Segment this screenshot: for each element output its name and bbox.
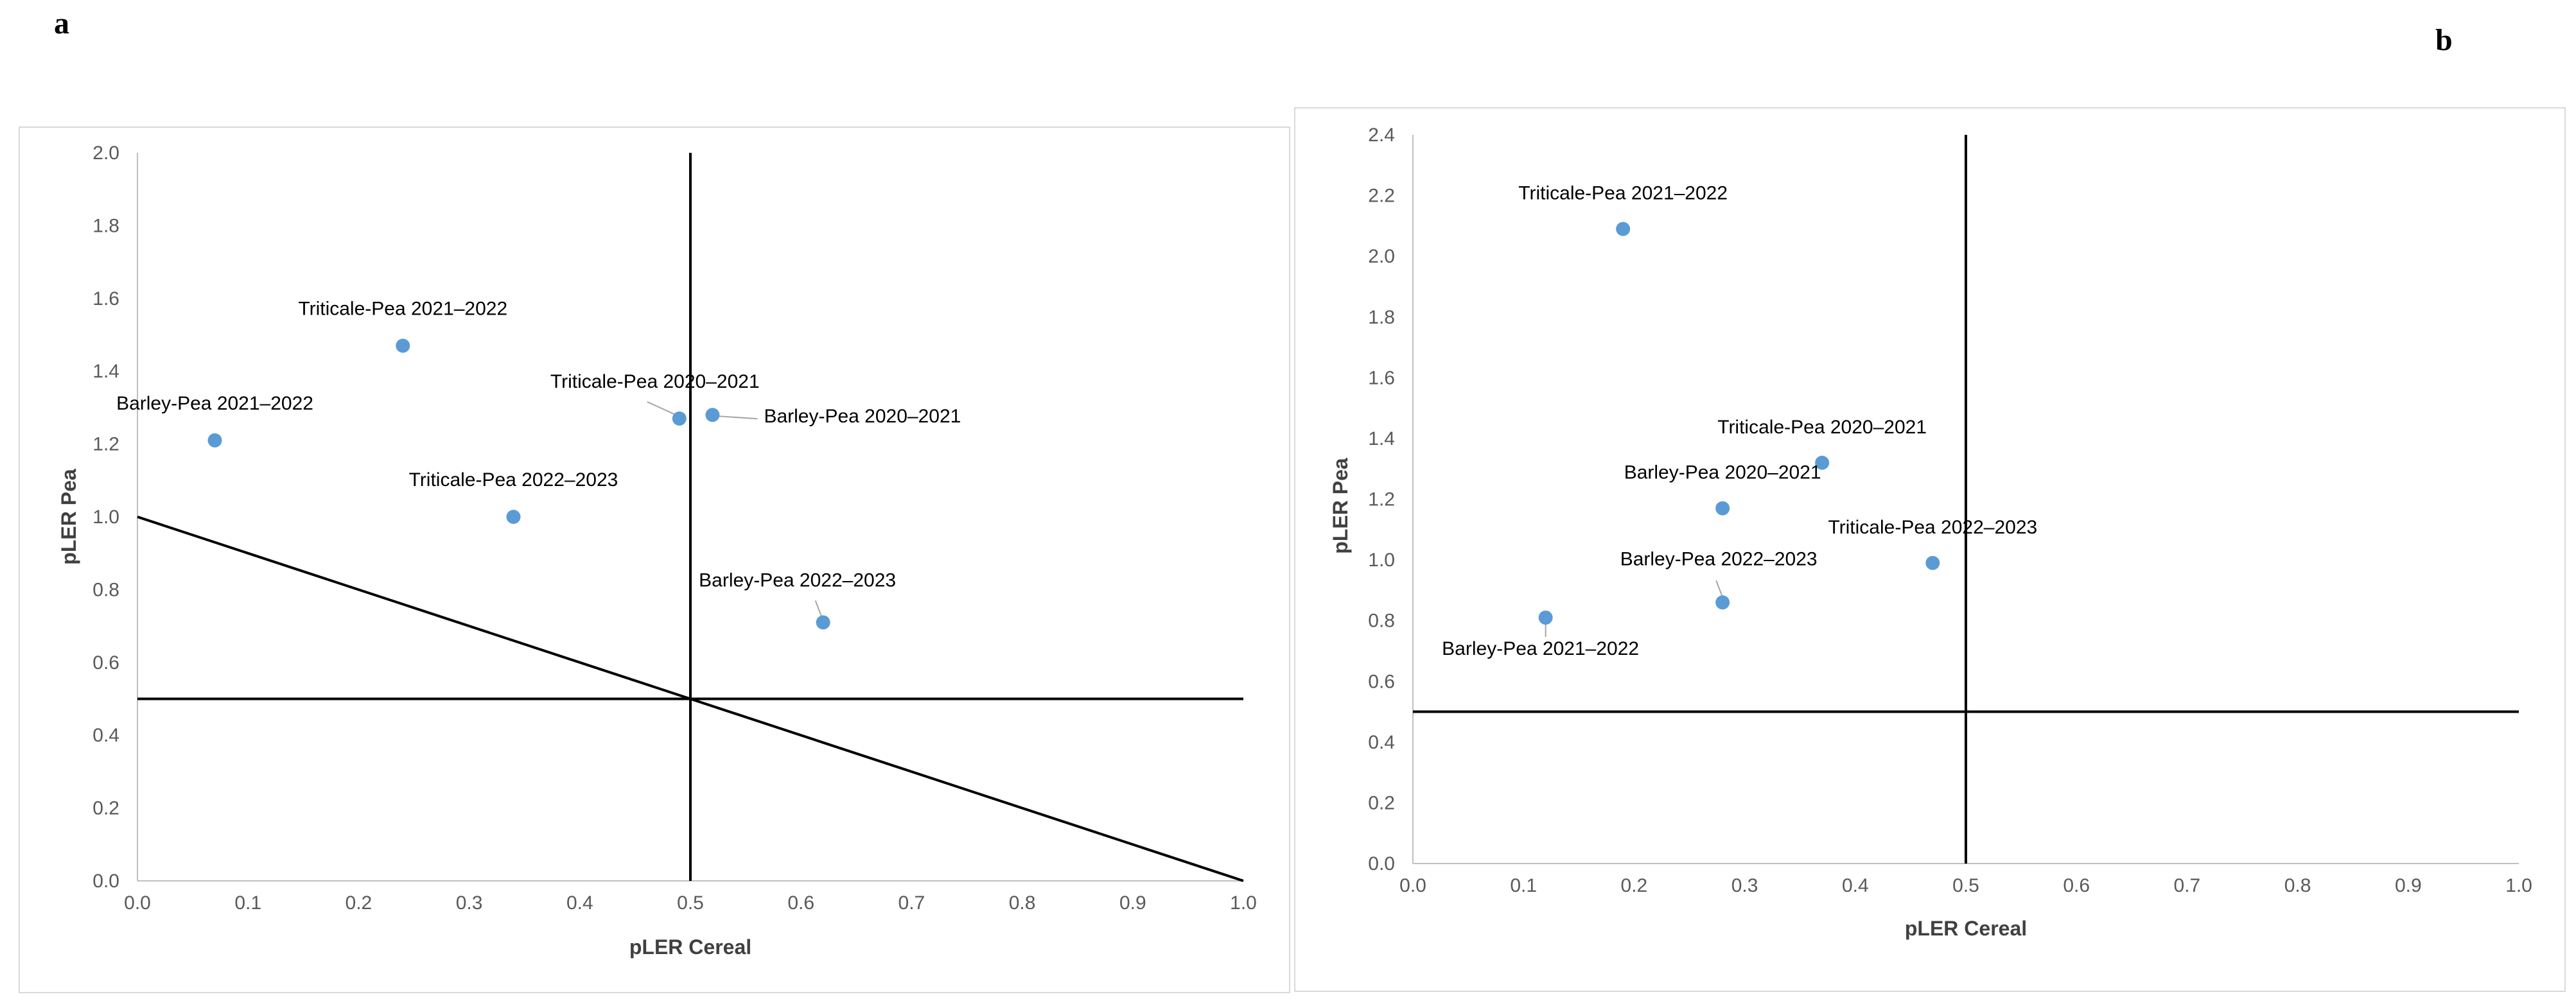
chart-b-data-label: Triticale-Pea 2020–2021 xyxy=(1717,417,1927,438)
chart-a-y-tick-label: 0.2 xyxy=(92,798,119,819)
chart-b-frame xyxy=(1294,107,2566,992)
chart-a-x-tick-label: 0.8 xyxy=(1009,892,1036,914)
chart-a-y-tick-label: 0.4 xyxy=(92,725,119,746)
chart-a-data-point xyxy=(816,615,830,630)
chart-a-y-tick-label: 1.6 xyxy=(92,288,119,309)
chart-b-data-label: Barley-Pea 2021–2022 xyxy=(1442,638,1639,659)
chart-a-frame xyxy=(19,126,1290,993)
chart-a-data-point xyxy=(672,411,687,426)
chart-b-y-tick-label: 0.6 xyxy=(1368,671,1395,692)
chart-a-y-tick-label: 0.8 xyxy=(92,579,119,600)
chart-a-x-tick-label: 0.3 xyxy=(456,892,483,914)
chart-b-data-point xyxy=(1925,555,1940,570)
chart-b-data-label: Barley-Pea 2022–2023 xyxy=(1620,548,1818,569)
chart-b-data-point xyxy=(1815,455,1830,470)
chart-a-data-label: Barley-Pea 2022–2023 xyxy=(699,569,896,591)
chart-b-x-tick-label: 0.6 xyxy=(2063,875,2090,896)
chart-b-x-tick-label: 0.4 xyxy=(1842,875,1869,896)
chart-a-leader-line xyxy=(719,415,758,420)
chart-b-y-tick-label: 2.0 xyxy=(1368,246,1395,267)
chart-b-data-label: Barley-Pea 2020–2021 xyxy=(1624,462,1821,483)
chart-b-y-tick-label: 1.8 xyxy=(1368,307,1395,328)
chart-a-x-tick-label: 1.0 xyxy=(1230,892,1257,914)
chart-b-data-point xyxy=(1715,595,1730,610)
chart-b-x-tick-label: 0.1 xyxy=(1510,875,1537,896)
chart-a-x-tick-label: 0.0 xyxy=(124,892,151,914)
chart-a-x-tick-label: 0.9 xyxy=(1119,892,1146,914)
chart-a-y-axis-title: pLER Pea xyxy=(57,469,80,565)
chart-b-y-tick-label: 1.2 xyxy=(1368,489,1395,510)
chart-b-data-point xyxy=(1715,501,1730,516)
chart-b-data-label: Triticale-Pea 2022–2023 xyxy=(1828,517,2037,538)
chart-b-x-tick-label: 0.7 xyxy=(2174,875,2201,896)
chart-b-data-label: Triticale-Pea 2021–2022 xyxy=(1518,183,1728,204)
chart-a-data-point xyxy=(705,408,720,422)
chart-b-y-tick-label: 2.4 xyxy=(1368,125,1395,146)
chart-a-data-label: Barley-Pea 2021–2022 xyxy=(116,393,313,414)
chart-b-y-tick-label: 0.4 xyxy=(1368,732,1395,753)
chart-a-x-tick-label: 0.6 xyxy=(787,892,814,914)
chart-a-data-point xyxy=(506,510,521,524)
chart-b-y-axis-title: pLER Pea xyxy=(1329,458,1352,554)
chart-a-x-tick-label: 0.1 xyxy=(234,892,261,914)
chart-b-x-axis-title: pLER Cereal xyxy=(1905,917,2027,940)
chart-a-data-label: Triticale-Pea 2020–2021 xyxy=(550,371,760,392)
chart-b-x-tick-label: 0.8 xyxy=(2284,875,2311,896)
chart-a-y-tick-label: 1.2 xyxy=(92,434,119,455)
chart-b-y-tick-label: 0.8 xyxy=(1368,611,1395,632)
chart-a-x-tick-label: 0.4 xyxy=(566,892,593,914)
chart-b-y-tick-label: 0.2 xyxy=(1368,792,1395,813)
chart-b-x-tick-label: 1.0 xyxy=(2505,875,2532,896)
chart-a-leader-line xyxy=(814,600,823,618)
chart-a-y-tick-label: 2.0 xyxy=(92,143,119,164)
chart-a-data-label: Barley-Pea 2020–2021 xyxy=(764,406,961,427)
chart-a-x-tick-label: 0.5 xyxy=(677,892,704,914)
chart-a-data-point xyxy=(396,338,410,353)
chart-a-y-tick-label: 0.6 xyxy=(92,652,119,673)
chart-b-x-tick-label: 0.5 xyxy=(1952,875,1979,896)
chart-a-x-axis-title: pLER Cereal xyxy=(629,935,751,959)
chart-b-data-point xyxy=(1616,222,1631,236)
chart-b-y-tick-label: 1.0 xyxy=(1368,550,1395,571)
chart-b-scatter: 0.0 0.1 0.2 0.3 0.4 0.5 0.6 0.7 0.8 0.9 1.0 0.0 0.2 0… xyxy=(1294,107,2566,992)
chart-a-data-label: Triticale-Pea 2022–2023 xyxy=(409,469,618,491)
chart-a-reference-line-diagonal xyxy=(137,516,1244,882)
chart-b-x-tick-label: 0.3 xyxy=(1731,875,1758,896)
chart-a-leader-line xyxy=(647,401,676,415)
chart-b-y-tick-label: 0.0 xyxy=(1368,853,1395,874)
panel-label-b: b xyxy=(2435,23,2453,57)
chart-a-y-tick-label: 1.8 xyxy=(92,215,119,236)
chart-a-data-point xyxy=(207,433,222,448)
chart-a-y-tick-label: 1.4 xyxy=(92,361,119,382)
chart-a-y-tick-label: 1.0 xyxy=(92,507,119,528)
panel-label-a: a xyxy=(54,6,69,40)
chart-b-y-tick-label: 2.2 xyxy=(1368,186,1395,207)
chart-b-x-tick-label: 0.2 xyxy=(1621,875,1648,896)
chart-a-data-label: Triticale-Pea 2021–2022 xyxy=(298,299,507,320)
chart-b-y-tick-label: 1.4 xyxy=(1368,428,1395,449)
chart-a-y-tick-label: 0.0 xyxy=(92,871,119,892)
chart-b-leader-line xyxy=(1715,580,1724,598)
chart-a-scatter: 0.0 0.1 0.2 0.3 0.4 0.5 0.6 0.7 0.8 0.9 1.0 0.0 0.2 0… xyxy=(19,126,1290,993)
chart-b-x-tick-label: 0.9 xyxy=(2395,875,2422,896)
chart-b-x-tick-label: 0.0 xyxy=(1399,875,1426,896)
chart-a-x-tick-label: 0.7 xyxy=(898,892,925,914)
chart-b-data-point xyxy=(1538,610,1553,625)
chart-b-y-tick-label: 1.6 xyxy=(1368,367,1395,388)
chart-a-x-tick-label: 0.2 xyxy=(346,892,372,914)
